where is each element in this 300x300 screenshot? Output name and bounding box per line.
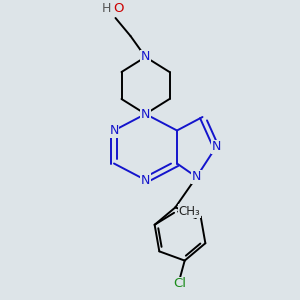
Text: Cl: Cl: [174, 277, 187, 290]
Text: N: N: [211, 140, 221, 154]
Text: CH₃: CH₃: [178, 205, 200, 218]
Text: N: N: [141, 50, 150, 64]
Text: N: N: [141, 107, 150, 121]
Text: N: N: [192, 170, 201, 184]
Text: N: N: [141, 173, 150, 187]
Text: O: O: [113, 2, 124, 16]
Text: N: N: [109, 124, 119, 137]
Text: H: H: [102, 2, 111, 16]
